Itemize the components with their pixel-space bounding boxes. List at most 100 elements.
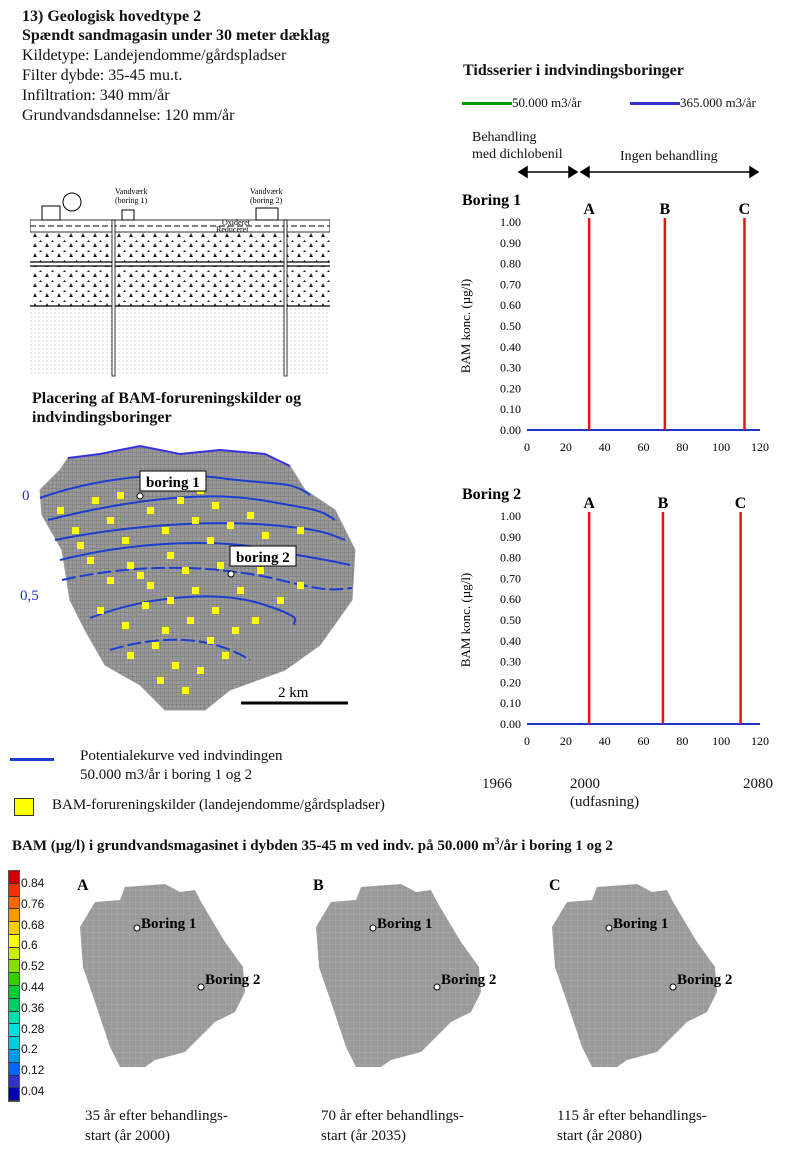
- boring-2-point: [669, 983, 677, 991]
- well-1: [111, 219, 116, 377]
- bam-source-square: [57, 507, 64, 514]
- scale-swatch: [9, 1075, 19, 1089]
- bam-source-square: [142, 602, 149, 609]
- x-tick-label: 40: [599, 440, 611, 454]
- y-tick-label: 0.50: [500, 319, 521, 333]
- y-tick-label: 0.00: [500, 423, 521, 437]
- y-tick-label: 0.50: [500, 613, 521, 627]
- legend-line-blue: [630, 102, 680, 105]
- concentration-map-B: B Boring 1 Boring 2: [313, 877, 496, 1067]
- phase-treatment-label: Behandling: [472, 130, 537, 145]
- panel-caption: start (år 2080): [557, 1128, 642, 1144]
- scale-swatch: [9, 922, 19, 935]
- x-tick-label: 120: [751, 440, 769, 454]
- info-filter-depth: Filter dybde: 35-45 mu.t.: [22, 67, 183, 84]
- bam-source-square: [237, 587, 244, 594]
- phase-no-treatment-label: Ingen behandling: [620, 149, 718, 164]
- panel-caption: start (år 2000): [85, 1128, 170, 1144]
- bam-source-square: [167, 597, 174, 604]
- bam-source-square: [127, 562, 134, 569]
- x-tick-label: 60: [638, 734, 650, 748]
- year-2080: 2080: [743, 776, 773, 792]
- bam-source-square: [167, 552, 174, 559]
- map-boring-2-label: boring 2: [236, 550, 290, 566]
- info-recharge: Grundvandsdannelse: 120 mm/år: [22, 107, 235, 124]
- boring-1-label: Boring 1: [377, 916, 432, 932]
- bam-source-square: [172, 662, 179, 669]
- bam-source-square: [127, 652, 134, 659]
- bam-source-square: [107, 517, 114, 524]
- title-main: BAM (µg/l) i grundvandsmagasinet i dybde…: [12, 838, 495, 854]
- scale-label: 0.6: [21, 938, 38, 953]
- boring-1-point: [369, 924, 377, 932]
- bam-source-square: [187, 617, 194, 624]
- scale-swatch: [9, 960, 19, 974]
- panel-letter: C: [549, 877, 561, 894]
- timeseries-charts: Boring 1 0.00 0.10 0.20 0.30 0.40 0.50 0.60 0.70…: [458, 192, 769, 748]
- legend-label-365000: 365.000 m3/år: [680, 95, 756, 110]
- color-scale-labels: 0.84 0.76 0.68 0.6 0.52 0.44 0.36 0.28 0.2 0.12 0.…: [21, 876, 61, 1106]
- chart-boring-1: Boring 1 0.00 0.10 0.20 0.30 0.40 0.50 0.60 0.70…: [458, 192, 769, 454]
- scale-label: 0.28: [21, 1021, 45, 1036]
- color-scale-bar: [8, 870, 20, 1102]
- bam-source-square: [227, 522, 234, 529]
- scale-swatch: [9, 934, 19, 948]
- bam-source-square: [147, 582, 154, 589]
- bam-source-square: [297, 527, 304, 534]
- y-tick-label: 0.70: [500, 571, 521, 585]
- scale-swatch: [9, 986, 19, 999]
- bam-source-square: [262, 532, 269, 539]
- y-tick-label: 0.90: [500, 530, 521, 544]
- legend-line-green: [462, 102, 512, 105]
- scale-label: 0.68: [21, 917, 45, 932]
- bam-source-square: [217, 562, 224, 569]
- y-tick-label: 0.40: [500, 634, 521, 648]
- y-tick-label: 0.90: [500, 236, 521, 250]
- bam-source-square: [257, 567, 264, 574]
- info-source-type: Kildetype: Landejendomme/gårdspladser: [22, 47, 287, 64]
- geological-profile: Vandværk (boring 1) Vandværk (boring 2) …: [30, 187, 330, 377]
- phase-arrows: [517, 165, 760, 179]
- scale-label: 0.36: [21, 1000, 45, 1015]
- aquifer-grid: [316, 884, 481, 1067]
- panel-letter: B: [313, 877, 324, 894]
- marker-label: A: [583, 495, 595, 512]
- bam-source-markers: [57, 487, 304, 694]
- scale-label: 0.76: [21, 896, 45, 911]
- x-tick-label: 20: [560, 734, 572, 748]
- bam-source-square: [92, 497, 99, 504]
- scale-swatch: [9, 1049, 19, 1063]
- scale-swatch: [9, 998, 19, 1012]
- bam-source-square: [232, 627, 239, 634]
- bam-source-square: [147, 507, 154, 514]
- panel-caption: 115 år efter behandlings-: [557, 1108, 707, 1124]
- bam-source-square: [207, 537, 214, 544]
- bam-source-square: [192, 587, 199, 594]
- bam-source-square: [117, 492, 124, 499]
- scale-swatch: [9, 883, 19, 897]
- y-tick-label: 0.80: [500, 257, 521, 271]
- scale-label: 0.12: [21, 1063, 45, 1078]
- bam-source-square: [97, 607, 104, 614]
- boring-2-label: Boring 2: [677, 972, 732, 988]
- title-sup: 3: [494, 836, 500, 846]
- x-tick-label: 120: [751, 734, 769, 748]
- scale-label: 0.04: [21, 1084, 45, 1098]
- bam-source-square: [212, 607, 219, 614]
- potential-curve-legend-line: [10, 758, 54, 761]
- bam-source-square: [197, 667, 204, 674]
- scale-label: 0.52: [21, 959, 45, 974]
- aquifer-grid: [80, 884, 245, 1067]
- bam-source-legend-square: [14, 798, 34, 816]
- y-tick-label: 0.10: [500, 696, 521, 710]
- section-subtitle: Spændt sandmagasin under 30 meter dæklag: [22, 27, 330, 44]
- scale-label: 0.44: [21, 980, 45, 994]
- y-tick-label: 0.30: [500, 655, 521, 669]
- boring-1-point: [605, 924, 613, 932]
- concentration-section-title: BAM (µg/l) i grundvandsmagasinet i dybde…: [12, 836, 613, 855]
- marker-label: B: [658, 495, 669, 512]
- x-tick-label: 0: [524, 734, 530, 748]
- marker-label: A: [583, 201, 595, 218]
- label-boring-2: (boring 2): [250, 196, 283, 205]
- aquifer-grid: [552, 884, 717, 1067]
